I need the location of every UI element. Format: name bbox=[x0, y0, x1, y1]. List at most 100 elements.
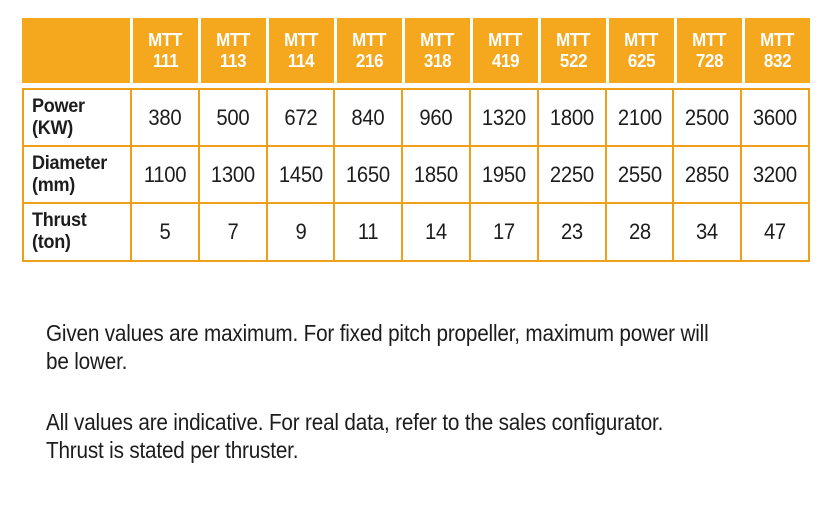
cell-power-mtt-111: 380 bbox=[132, 90, 198, 145]
cell-diameter-mtt-728: 2850 bbox=[674, 147, 741, 202]
cell-value-text: 28 bbox=[628, 219, 651, 244]
column-header-text: MTT bbox=[624, 29, 659, 50]
column-header-mtt-522: MTT 522 bbox=[538, 18, 606, 83]
column-header-text: MTT bbox=[148, 29, 183, 50]
table-body: Power (KW) 380 500 672 840 960 1320 1800 2100 2500… bbox=[22, 88, 810, 262]
column-header-text: MTT bbox=[284, 29, 319, 50]
cell-value-text: 2500 bbox=[685, 104, 730, 130]
column-header-text: 111 bbox=[152, 50, 179, 71]
cell-power-mtt-522: 1800 bbox=[538, 90, 605, 145]
cell-value-text: 2550 bbox=[617, 161, 662, 187]
cell-thrust-mtt-216: 11 bbox=[335, 204, 402, 260]
column-header-mtt-318: MTT 318 bbox=[402, 18, 470, 83]
cell-value-text: 17 bbox=[492, 219, 515, 244]
column-header-text: 318 bbox=[423, 50, 452, 71]
cell-diameter-mtt-114: 1450 bbox=[267, 147, 334, 202]
cell-diameter-mtt-832: 3200 bbox=[742, 147, 808, 202]
column-header-text: 522 bbox=[559, 50, 588, 71]
cell-power-mtt-728: 2500 bbox=[674, 90, 741, 145]
cell-thrust-mtt-522: 23 bbox=[538, 204, 605, 260]
row-label-diameter: Diameter (mm) bbox=[24, 147, 130, 202]
cell-power-mtt-832: 3600 bbox=[742, 90, 808, 145]
cell-diameter-mtt-419: 1950 bbox=[471, 147, 537, 202]
cell-value-text: 1300 bbox=[210, 161, 255, 187]
cell-value-text: 380 bbox=[148, 104, 182, 130]
column-header-text: 728 bbox=[695, 50, 724, 71]
row-label-text: Diameter bbox=[32, 152, 107, 174]
column-header-mtt-216: MTT 216 bbox=[334, 18, 402, 83]
cell-power-mtt-318: 960 bbox=[403, 90, 469, 145]
column-header-text: 216 bbox=[355, 50, 384, 71]
column-header-text: MTT bbox=[692, 29, 727, 50]
column-header-text: MTT bbox=[556, 29, 591, 50]
cell-value-text: 840 bbox=[351, 104, 385, 130]
row-label-text: Thrust bbox=[32, 210, 87, 231]
column-header-text: MTT bbox=[488, 29, 523, 50]
row-label-text: Power bbox=[32, 95, 85, 117]
column-header-mtt-728: MTT 728 bbox=[674, 18, 742, 83]
cell-value-text: 1320 bbox=[481, 104, 526, 130]
cell-value-text: 1100 bbox=[143, 161, 187, 187]
cell-value-text: 672 bbox=[284, 104, 317, 130]
cell-diameter-mtt-111: 1100 bbox=[132, 147, 198, 202]
column-header-mtt-114: MTT 114 bbox=[266, 18, 334, 83]
cell-diameter-mtt-216: 1650 bbox=[335, 147, 402, 202]
cell-value-text: 11 bbox=[358, 219, 379, 244]
cell-thrust-mtt-625: 28 bbox=[606, 204, 673, 260]
cell-value-text: 1650 bbox=[346, 161, 391, 187]
cell-power-mtt-113: 500 bbox=[199, 90, 266, 145]
cell-value-text: 500 bbox=[216, 104, 250, 130]
note-line: be lower. bbox=[46, 348, 128, 374]
cell-thrust-mtt-113: 7 bbox=[199, 204, 266, 260]
column-header-text: MTT bbox=[420, 29, 455, 50]
column-header-text: MTT bbox=[216, 29, 251, 50]
notes-section: Given values are maximum. For fixed pitc… bbox=[46, 319, 782, 464]
cell-value-text: 34 bbox=[696, 219, 719, 244]
cell-power-mtt-625: 2100 bbox=[606, 90, 673, 145]
cell-power-mtt-216: 840 bbox=[335, 90, 402, 145]
cell-value-text: 2850 bbox=[685, 161, 730, 187]
table-header-row: MTT 111 MTT 113 MTT 114 MTT 216 MTT 318 MTT 419 MTT 5… bbox=[22, 18, 810, 83]
column-header-text: 832 bbox=[763, 50, 792, 71]
cell-value-text: 2250 bbox=[549, 161, 594, 187]
cell-value-text: 1800 bbox=[549, 104, 594, 130]
column-header-mtt-832: MTT 832 bbox=[742, 18, 810, 83]
column-header-mtt-625: MTT 625 bbox=[606, 18, 674, 83]
column-header-text: 113 bbox=[220, 50, 247, 71]
note-fixed-pitch: Given values are maximum. For fixed pitc… bbox=[46, 319, 709, 375]
cell-value-text: 14 bbox=[425, 219, 448, 244]
row-label-power: Power (KW) bbox=[24, 90, 130, 145]
cell-thrust-mtt-419: 17 bbox=[471, 204, 537, 260]
cell-power-mtt-114: 672 bbox=[267, 90, 334, 145]
table-corner-cell bbox=[22, 18, 130, 83]
cell-thrust-mtt-114: 9 bbox=[267, 204, 334, 260]
column-header-mtt-111: MTT 111 bbox=[130, 18, 198, 83]
column-header-text: MTT bbox=[760, 29, 795, 50]
note-indicative: All values are indicative. For real data… bbox=[46, 408, 708, 464]
cell-value-text: 960 bbox=[419, 104, 453, 130]
row-unit-text: (ton) bbox=[32, 232, 71, 253]
cell-diameter-mtt-522: 2250 bbox=[538, 147, 605, 202]
column-header-mtt-419: MTT 419 bbox=[470, 18, 538, 83]
column-header-text: 625 bbox=[627, 50, 656, 71]
cell-power-mtt-419: 1320 bbox=[471, 90, 537, 145]
cell-value-text: 7 bbox=[227, 219, 239, 244]
column-header-text: 419 bbox=[491, 50, 520, 71]
cell-value-text: 23 bbox=[560, 219, 583, 244]
note-line: Given values are maximum. For fixed pitc… bbox=[46, 320, 709, 346]
row-unit-text: (KW) bbox=[32, 117, 73, 139]
cell-thrust-mtt-728: 34 bbox=[674, 204, 741, 260]
cell-value-text: 1950 bbox=[481, 161, 526, 187]
column-header-text: MTT bbox=[352, 29, 387, 50]
column-header-mtt-113: MTT 113 bbox=[198, 18, 266, 83]
cell-value-text: 3200 bbox=[753, 161, 798, 187]
row-label-thrust: Thrust (ton) bbox=[24, 204, 130, 260]
cell-diameter-mtt-113: 1300 bbox=[199, 147, 266, 202]
cell-diameter-mtt-625: 2550 bbox=[606, 147, 673, 202]
column-header-text: 114 bbox=[288, 50, 315, 71]
cell-value-text: 2100 bbox=[617, 104, 662, 130]
cell-value-text: 5 bbox=[159, 219, 171, 244]
note-line: Thrust is stated per thruster. bbox=[46, 437, 299, 463]
cell-value-text: 9 bbox=[294, 219, 306, 244]
